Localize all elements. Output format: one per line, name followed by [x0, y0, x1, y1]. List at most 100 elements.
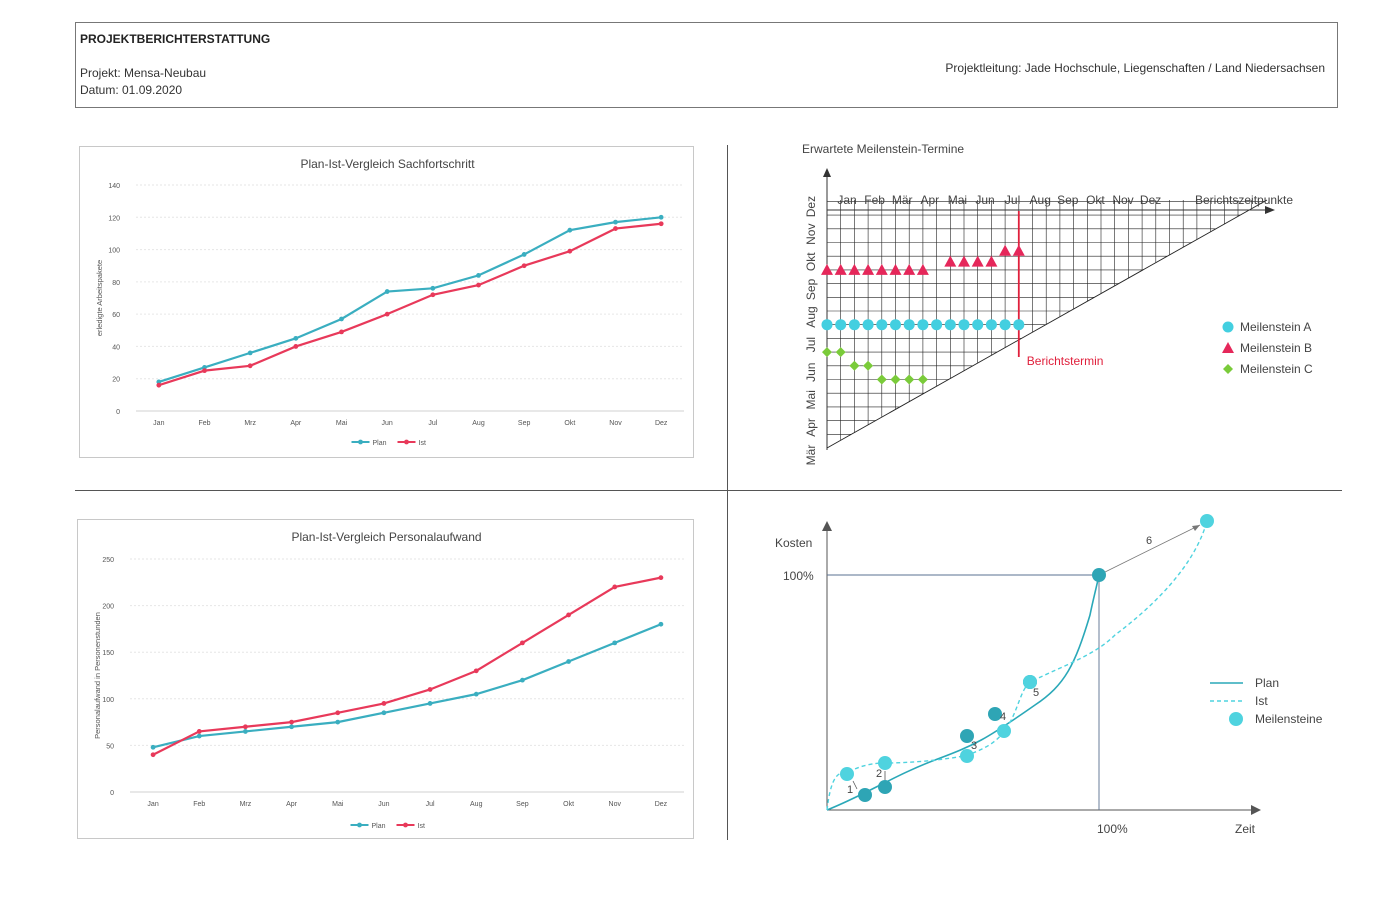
report-date: Datum: 01.09.2020 [80, 83, 183, 97]
data-point-plan [335, 719, 341, 725]
data-point-plan [293, 335, 299, 341]
milestone-number-5: 5 [1033, 687, 1039, 699]
y-tick-label: Dez [804, 196, 818, 217]
data-point-plan [612, 640, 618, 646]
milestone-a-marker [972, 319, 984, 331]
milestone-number-3: 3 [971, 740, 977, 752]
milestone-a-marker [890, 319, 901, 331]
actual-milestone-1 [840, 767, 854, 781]
y-tick-label: 0 [110, 790, 114, 797]
actual-milestone-5 [1023, 675, 1037, 689]
milestone-b-marker [834, 263, 847, 275]
milestone-a-marker [903, 319, 915, 331]
x-tick-label: Sep [1057, 193, 1079, 207]
milestone-b-marker [916, 263, 929, 275]
y-tick-label: Sep [804, 278, 818, 300]
data-point-ist [567, 248, 573, 254]
y-axis-label: erledigte Arbeitspakete [95, 260, 104, 336]
x-tick-label: Okt [563, 801, 574, 808]
x-tick-label: Mär [892, 193, 913, 207]
milestone-a-marker [835, 319, 847, 331]
x-tick-label: Mrz [240, 801, 252, 808]
legend-marker-plan [358, 439, 363, 445]
data-point-ist [243, 724, 248, 730]
y-tick-label: 150 [102, 650, 114, 657]
planned-milestone-1 [858, 788, 872, 802]
legend-label-meilensteine: Meilensteine [1255, 712, 1323, 726]
milestone-number-6: 6 [1146, 535, 1152, 547]
milestone-a-marker [958, 319, 970, 331]
planned-milestone-2 [878, 780, 892, 794]
data-point-plan [384, 289, 390, 294]
data-point-ist [566, 612, 571, 618]
x-tick-label: Aug [1030, 193, 1051, 207]
x-axis-label: Berichtszeitpunkte [1195, 193, 1293, 207]
legend-label-milestone-c: Meilenstein C [1240, 362, 1313, 376]
milestone-b-marker [971, 255, 984, 267]
milestone-a-marker [862, 319, 874, 331]
data-point-ist [473, 668, 479, 674]
milestone-c-marker [904, 374, 915, 385]
milestone-b-marker [875, 263, 888, 275]
x-tick-label: Feb [193, 801, 205, 808]
x-tick-label: Okt [564, 420, 575, 427]
planned-milestone-6 [1092, 568, 1106, 582]
data-point-plan [430, 285, 436, 291]
legend-marker-milestone-b [1222, 342, 1234, 353]
milestone-b-marker [958, 255, 970, 267]
plan-cost-curve [826, 574, 1100, 811]
report-title: PROJEKTBERICHTERSTATTUNG [80, 32, 271, 46]
milestone-c-marker [849, 360, 860, 371]
ist-cost-curve [826, 520, 1208, 811]
data-point-ist [150, 752, 156, 758]
legend-label-ist: Ist [418, 823, 425, 830]
y-tick-label: 20 [112, 377, 120, 384]
data-point-ist [427, 687, 433, 692]
actual-milestone-6 [1200, 514, 1214, 528]
x-tick-label: Aug [472, 420, 485, 427]
y-axis-label: Kosten [775, 536, 812, 550]
data-point-ist [658, 575, 664, 581]
x-tick-label: Jul [426, 801, 435, 808]
data-point-plan [247, 350, 253, 356]
y-tick-label: 40 [112, 344, 120, 351]
data-point-ist [247, 363, 253, 369]
chart-personalaufwand-panel: Plan-Ist-Vergleich Personalaufwand 0 50 100… [77, 519, 694, 839]
project-lead: Projektleitung: Jade Hochschule, Liegens… [945, 61, 1325, 75]
actual-milestone-2 [878, 756, 892, 770]
milestone-number-4: 4 [1000, 711, 1006, 723]
x-axis-arrow [1265, 206, 1275, 214]
data-point-plan [566, 659, 571, 664]
data-point-ist [381, 701, 387, 706]
chart-sachfortschritt: Plan-Ist-Vergleich Sachfortschritt 0 20 40 6… [95, 157, 684, 447]
milestone-6-arrowhead [1192, 525, 1200, 531]
y-tick-label: Okt [804, 252, 818, 271]
milestone-b-marker [903, 263, 916, 275]
y-tick-label: 50 [106, 743, 114, 750]
y-tick-label: 60 [112, 312, 120, 319]
report-date-label: Berichtstermin [1027, 354, 1104, 368]
data-point-plan [427, 701, 433, 706]
vertical-divider [727, 145, 728, 840]
x-tick-label: Feb [198, 420, 210, 427]
milestone-a-marker [931, 319, 943, 331]
y-tick-label: 0 [116, 409, 120, 416]
data-point-plan [658, 214, 664, 220]
project-name: Projekt: Mensa-Neubau [80, 66, 207, 80]
data-point-ist [293, 344, 299, 349]
y-axis-label: Personalaufwand in Personenstunden [93, 612, 102, 739]
planned-milestone-3 [960, 729, 974, 743]
actual-milestone-3 [960, 749, 974, 763]
legend-marker-ist [404, 439, 409, 445]
x-tick-label: Mai [948, 193, 967, 207]
x-tick-label: Jun [382, 420, 393, 427]
data-point-plan [658, 621, 664, 627]
data-point-ist [384, 311, 390, 317]
x-tick-label: Mrz [244, 420, 256, 427]
data-point-plan [243, 729, 248, 734]
chart-sachfortschritt-panel: Plan-Ist-Vergleich Sachfortschritt 0 20 40 6… [79, 146, 694, 458]
x-tick-label: Sep [518, 420, 531, 427]
milestone-b-marker [944, 255, 957, 267]
milestone-c-marker [863, 360, 874, 371]
y-tick-label: 120 [108, 215, 120, 222]
